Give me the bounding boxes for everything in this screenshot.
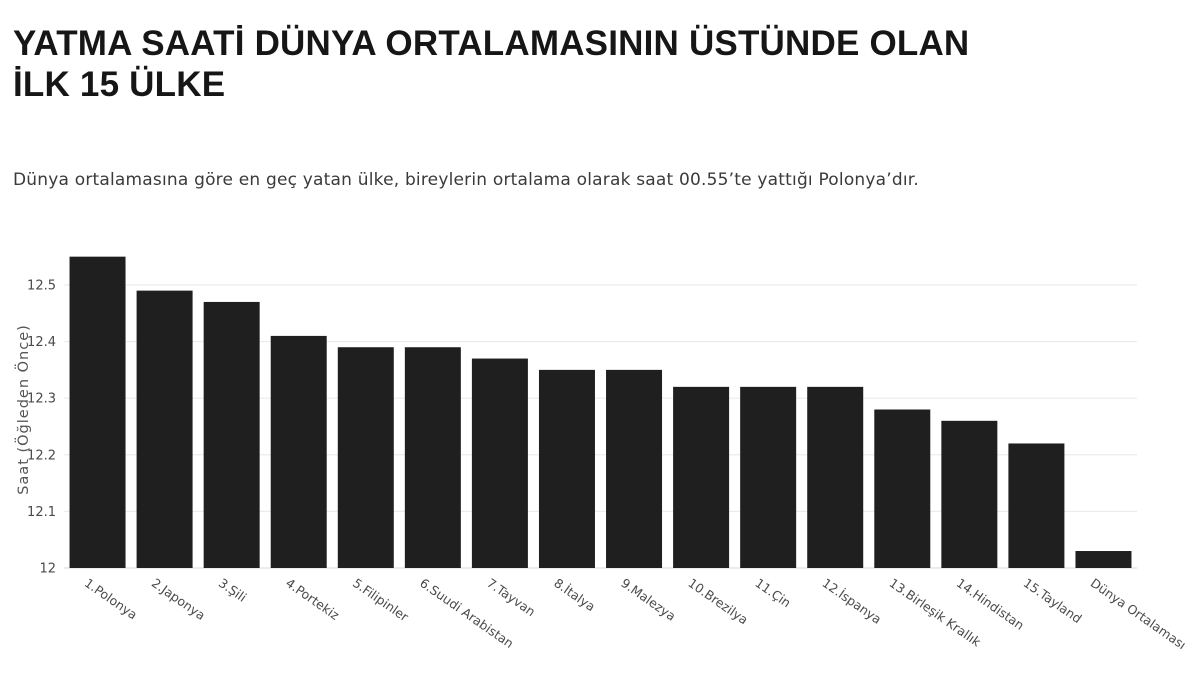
- bar: [136, 290, 193, 568]
- bedtime-bar-chart: 12 12.1 12.2 12.3 12.4 12.5 1.Polonya 2.Japonya…: [0, 230, 1200, 675]
- x-tick-label: Dünya Ortalaması: [1088, 575, 1189, 652]
- bar: [874, 409, 931, 568]
- x-tick-label: 2.Japonya: [149, 575, 208, 623]
- y-tick-label: 12.4: [27, 335, 56, 350]
- x-tick-label: 3.Şili: [216, 575, 249, 605]
- bar: [1008, 443, 1065, 568]
- x-tick-label: 15.Tayland: [1021, 575, 1085, 626]
- y-tick-label: 12.2: [27, 448, 56, 463]
- x-tick-label: 12.İspanya: [819, 575, 884, 627]
- x-tick-label: 7.Tayvan: [484, 575, 538, 619]
- y-tick-label: 12.3: [27, 392, 56, 407]
- bar: [941, 420, 998, 568]
- bar: [69, 256, 126, 568]
- page-subtitle: Dünya ortalamasına göre en geç yatan ülk…: [13, 170, 920, 190]
- bar: [270, 335, 327, 568]
- bar: [807, 386, 864, 568]
- x-tick-label: 8.İtalya: [551, 575, 598, 614]
- x-tick-label: 1.Polonya: [82, 575, 140, 622]
- page-title: YATMA SAATİ DÜNYA ORTALAMASININ ÜSTÜNDE …: [13, 24, 1173, 105]
- chart-svg: 12 12.1 12.2 12.3 12.4 12.5 1.Polonya 2.Japonya…: [14, 256, 1189, 652]
- x-tick-label: 4.Portekiz: [283, 575, 342, 623]
- y-tick-label: 12.5: [27, 278, 56, 293]
- x-tick-label: 10.Brezilya: [685, 575, 751, 627]
- x-tick-label: 11.Çin: [752, 575, 793, 610]
- page-title-line-2: İLK 15 ÜLKE: [13, 64, 226, 104]
- bar: [538, 369, 595, 568]
- y-tick-label: 12: [39, 562, 56, 577]
- x-tick-label: 9.Malezya: [618, 575, 678, 624]
- bar: [673, 386, 730, 568]
- bar: [471, 358, 528, 568]
- bar: [1075, 551, 1132, 568]
- y-axis-title: Saat (Öğleden Önce): [14, 324, 32, 495]
- bar: [740, 386, 797, 568]
- bar: [404, 347, 461, 568]
- y-tick-label: 12.1: [27, 505, 56, 520]
- bar: [203, 301, 260, 568]
- x-tick-label: 5.Filipinler: [350, 575, 412, 625]
- bar: [606, 369, 663, 568]
- page-title-line-1: YATMA SAATİ DÜNYA ORTALAMASININ ÜSTÜNDE …: [13, 24, 970, 63]
- bar: [337, 347, 394, 568]
